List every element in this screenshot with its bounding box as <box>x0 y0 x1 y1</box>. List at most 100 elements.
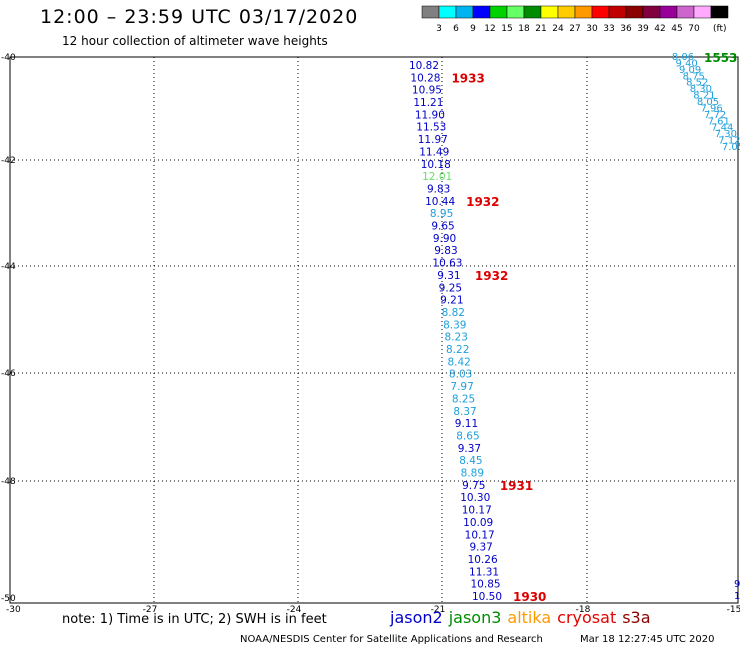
page-title: 12:00 – 23:59 UTC 03/17/2020 <box>40 6 359 28</box>
wave-height-value: 10.85 <box>471 579 501 591</box>
page-subtitle: 12 hour collection of altimeter wave hei… <box>62 34 328 48</box>
wave-height-value: 10.18 <box>421 159 451 171</box>
wave-height-value: 8.89 <box>461 468 484 480</box>
color-legend: 3 6 9 12 15 18 21 24 27 30 33 36 39 42 45 70 (ft) <box>421 5 729 34</box>
wave-height-value: 8.42 <box>447 356 470 368</box>
wave-height-value: 11.21 <box>413 97 443 109</box>
lon-tick-label: -18 <box>576 605 591 615</box>
satellite-name: s3a <box>622 608 651 627</box>
wave-height-value: 10.63 <box>432 258 462 270</box>
satellite-legend: jason2 jason3 altika cryosat s3a <box>390 608 657 627</box>
wave-height-value: 7.96 <box>700 103 722 114</box>
wave-height-value: 8.39 <box>443 319 466 331</box>
wave-height-value: 8.52 <box>686 78 708 89</box>
lon-tick-label: -30 <box>6 605 21 615</box>
wave-height-value: 10.28 <box>410 72 440 84</box>
wave-height-value: 7.30 <box>715 129 737 140</box>
legend-label: 30 <box>586 24 598 34</box>
map-frame <box>9 56 739 604</box>
legend-label: 42 <box>654 24 665 34</box>
wave-height-value: 10.17 <box>462 505 492 517</box>
wave-height-value: 7.12 <box>718 136 740 147</box>
lat-tick-label: -48 <box>1 477 16 487</box>
legend-label: 24 <box>552 24 564 34</box>
legend-swatch <box>710 5 729 19</box>
wave-height-value: 9.40 <box>675 58 697 69</box>
wave-height-value: 10.82 <box>409 60 439 72</box>
lon-tick-label: -27 <box>143 605 158 615</box>
lon-tick-label: -21 <box>431 605 446 615</box>
track-time-label: 1930 <box>513 590 546 604</box>
wave-height-value: 9.90 <box>433 233 456 245</box>
legend-label: 45 <box>671 24 682 34</box>
wave-height-value: 9.11 <box>455 418 478 430</box>
wave-height-value: 8.21 <box>693 91 715 102</box>
wave-height-value: 10.30 <box>460 492 490 504</box>
wave-height-value: 11.97 <box>418 134 448 146</box>
wave-height-value: 9.65 <box>431 221 454 233</box>
wave-height-value: 7.72 <box>704 110 726 121</box>
wave-height-value: 7.44 <box>711 123 733 134</box>
legend-label: 9 <box>470 24 476 34</box>
legend-label: 27 <box>569 24 580 34</box>
track-time-label: 1931 <box>500 479 533 493</box>
wave-height-value: 10.26 <box>468 554 498 566</box>
wave-height-value: 8.25 <box>452 393 475 405</box>
wave-height-value: 11.53 <box>416 122 446 134</box>
wave-height-value: 9.09 <box>679 65 701 76</box>
legend-label: 70 <box>688 24 700 34</box>
legend-label: 3 <box>436 24 442 34</box>
wave-height-value: 8.23 <box>445 332 468 344</box>
wave-height-value: 12.01 <box>422 171 452 183</box>
wave-height-value: 10.50 <box>472 591 502 603</box>
wave-height-value: 10 <box>734 591 740 602</box>
wave-height-value: 8.82 <box>442 307 465 319</box>
wave-height-value: 8.03 <box>449 369 472 381</box>
wave-height-value: 9 <box>734 579 740 590</box>
lat-tick-label: -46 <box>1 369 16 379</box>
legend-label: 21 <box>535 24 546 34</box>
wave-height-value: 9.21 <box>440 295 463 307</box>
track-time-label: 1932 <box>466 195 499 209</box>
track-time-label: 1933 <box>451 71 484 85</box>
satellite-name: jason2 <box>390 608 443 627</box>
wave-height-value: 8.05 <box>697 97 719 108</box>
legend-label: 15 <box>501 24 512 34</box>
wave-height-value: 9.37 <box>458 443 481 455</box>
legend-unit: (ft) <box>713 24 727 34</box>
wave-height-value: 9.75 <box>462 480 485 492</box>
lat-tick-label: -40 <box>1 53 16 63</box>
lon-tick-label: -15 <box>727 605 740 615</box>
wave-height-value: 9.83 <box>434 245 457 257</box>
wave-height-value: 9.25 <box>439 282 462 294</box>
wave-height-value: 7.05 <box>722 142 740 153</box>
wave-height-value: 9.37 <box>469 542 492 554</box>
wave-height-value: 8.37 <box>453 406 476 418</box>
wave-height-value: 8.65 <box>456 430 479 442</box>
footer-credit: NOAA/NESDIS Center for Satellite Applica… <box>240 634 543 645</box>
track-time-label: 1932 <box>475 269 508 283</box>
legend-label: 6 <box>453 24 459 34</box>
lat-tick-label: -50 <box>1 594 16 604</box>
wave-height-value: 8.06 <box>672 52 694 63</box>
footer-note: note: 1) Time is in UTC; 2) SWH is in fe… <box>62 612 327 627</box>
wave-height-value: 9.83 <box>427 183 450 195</box>
track-time-label: 1553 <box>704 51 737 65</box>
lat-tick-label: -44 <box>1 262 16 272</box>
wave-height-value: 10.17 <box>465 529 495 541</box>
wave-height-value: 8.95 <box>430 208 453 220</box>
wave-height-value: 10.09 <box>463 517 493 529</box>
wave-height-value: 11.90 <box>415 109 445 121</box>
wave-height-value: 11.49 <box>419 146 449 158</box>
lon-tick-label: -24 <box>287 605 302 615</box>
wave-height-value: 7.61 <box>708 116 730 127</box>
legend-label: 33 <box>603 24 614 34</box>
legend-label: 18 <box>518 24 530 34</box>
legend-label: 39 <box>637 24 649 34</box>
satellite-name: jason3 <box>448 608 502 627</box>
wave-height-value: 7.97 <box>450 381 473 393</box>
wave-height-value: 8.45 <box>459 455 482 467</box>
wave-height-value: 10.95 <box>412 85 442 97</box>
wave-height-value: 11.31 <box>469 566 499 578</box>
